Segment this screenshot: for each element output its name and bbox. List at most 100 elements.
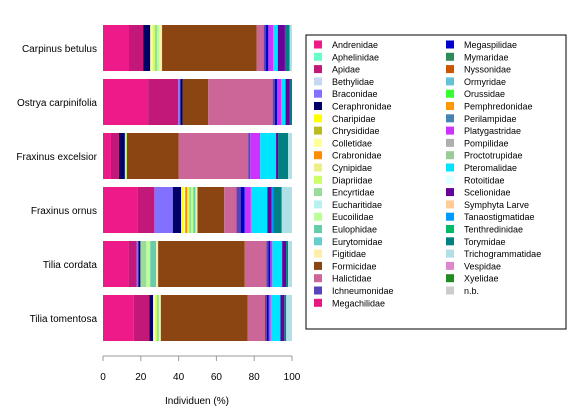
legend-swatch bbox=[314, 200, 322, 209]
bar-segment bbox=[162, 25, 257, 71]
bar-segment bbox=[288, 241, 292, 287]
legend-label: Charipidae bbox=[332, 114, 376, 124]
bar-segment bbox=[158, 295, 161, 341]
legend-label: Perilampidae bbox=[464, 114, 517, 124]
bar-segment bbox=[273, 187, 282, 233]
legend-label: Andrenidae bbox=[332, 40, 378, 50]
legend-label: Megaspilidae bbox=[464, 40, 517, 50]
bar-segment bbox=[103, 187, 138, 233]
legend-swatch bbox=[446, 102, 454, 110]
legend: Andrenidae Aphelinidae Apidae Bethylidae Bra… bbox=[305, 34, 567, 330]
bar-segment bbox=[138, 241, 141, 287]
legend-swatch bbox=[314, 212, 322, 221]
bar-segment bbox=[277, 25, 285, 71]
legend-swatch bbox=[446, 126, 454, 135]
category-label: Fraxinus excelsior bbox=[16, 152, 97, 163]
bar-segment bbox=[244, 241, 267, 287]
bar-segment bbox=[148, 79, 179, 125]
legend-label: Bethylidae bbox=[332, 77, 374, 87]
bar-segment bbox=[272, 241, 283, 287]
bar-segment bbox=[267, 187, 272, 233]
legend-label: Pteromalidae bbox=[464, 163, 517, 173]
bar-segment bbox=[270, 241, 273, 287]
bar-segment bbox=[103, 295, 134, 341]
legend-label: Eucharitidae bbox=[332, 200, 382, 210]
category-label: Carpinus betulus bbox=[22, 44, 97, 55]
bar-segment bbox=[181, 187, 184, 233]
legend-label: Torymidae bbox=[464, 237, 506, 247]
legend-label: Symphyta Larve bbox=[464, 200, 529, 210]
legend-label: Braconidae bbox=[332, 89, 378, 99]
bar-segment bbox=[250, 133, 261, 179]
bar-segment bbox=[154, 187, 173, 233]
bar-segment bbox=[150, 241, 157, 287]
bar-segment bbox=[178, 133, 249, 179]
bar-segment bbox=[103, 25, 129, 71]
bar-segment bbox=[268, 295, 271, 341]
bar-segment bbox=[278, 133, 289, 179]
legend-swatch bbox=[314, 40, 322, 49]
bar-segment bbox=[285, 79, 290, 125]
bar-segment bbox=[280, 295, 285, 341]
bar-segment bbox=[140, 241, 147, 287]
bar-segment bbox=[247, 295, 265, 341]
bar-segment bbox=[288, 133, 292, 179]
bar-segment bbox=[149, 295, 154, 341]
legend-label: Xyelidae bbox=[464, 274, 499, 284]
legend-label: Pompilidae bbox=[464, 138, 509, 148]
legend-swatch bbox=[446, 138, 454, 147]
bar-segment bbox=[128, 241, 137, 287]
bar-segment bbox=[146, 241, 151, 287]
legend-label: Scelionidae bbox=[464, 188, 511, 198]
legend-label: Crabronidae bbox=[332, 151, 382, 161]
legend-label: Orussidae bbox=[464, 89, 505, 99]
bar-segment bbox=[158, 241, 245, 287]
bar-segment bbox=[128, 25, 144, 71]
legend-swatch bbox=[446, 286, 454, 295]
legend-swatch bbox=[314, 274, 322, 283]
legend-swatch bbox=[446, 212, 454, 221]
bar-segment bbox=[236, 187, 241, 233]
legend-label: Trichogrammatidae bbox=[464, 249, 541, 259]
bar-segment bbox=[268, 25, 274, 71]
x-tick-label: 40 bbox=[173, 372, 185, 383]
legend-label: Mymaridae bbox=[464, 52, 509, 62]
bar-segment bbox=[182, 79, 209, 125]
bar-segment bbox=[265, 295, 267, 341]
legend-label: Chrysididae bbox=[332, 126, 380, 136]
bar-segment bbox=[160, 295, 248, 341]
bar-segment bbox=[155, 295, 157, 341]
legend-swatch bbox=[314, 138, 322, 147]
legend-swatch bbox=[446, 77, 454, 86]
legend-label: Cynipidae bbox=[332, 163, 372, 173]
legend-swatch bbox=[446, 114, 454, 123]
legend-swatch bbox=[314, 225, 322, 233]
bar-segment bbox=[266, 25, 269, 71]
bar-segment bbox=[118, 133, 125, 179]
bar-segment bbox=[157, 25, 160, 71]
category-label: Tilia cordata bbox=[43, 260, 98, 271]
legend-label: Megachilidae bbox=[332, 298, 385, 308]
legend-swatch bbox=[314, 77, 322, 86]
legend-label: Nyssonidae bbox=[464, 65, 511, 75]
legend-label: Platygastridae bbox=[464, 126, 521, 136]
bar-segment bbox=[244, 187, 251, 233]
legend-swatch bbox=[314, 261, 322, 270]
legend-label: Formicidae bbox=[332, 261, 377, 271]
bar-segment bbox=[256, 25, 264, 71]
x-tick-label: 80 bbox=[249, 372, 261, 383]
category-label: Ostrya carpinifolia bbox=[17, 98, 97, 109]
legend-swatch bbox=[314, 175, 322, 184]
bar-segment bbox=[281, 187, 292, 233]
legend-swatch bbox=[314, 65, 322, 74]
bar-segment bbox=[193, 187, 196, 233]
legend-swatch bbox=[446, 40, 454, 49]
bar-segment bbox=[178, 79, 181, 125]
bar-segment bbox=[124, 133, 127, 179]
legend-label: Tanaostigmatidae bbox=[464, 212, 535, 222]
bar-segment bbox=[172, 187, 182, 233]
bars-group bbox=[103, 25, 292, 341]
bar-segment bbox=[266, 241, 269, 287]
bar-segment bbox=[270, 295, 281, 341]
legend-swatch bbox=[314, 298, 322, 307]
